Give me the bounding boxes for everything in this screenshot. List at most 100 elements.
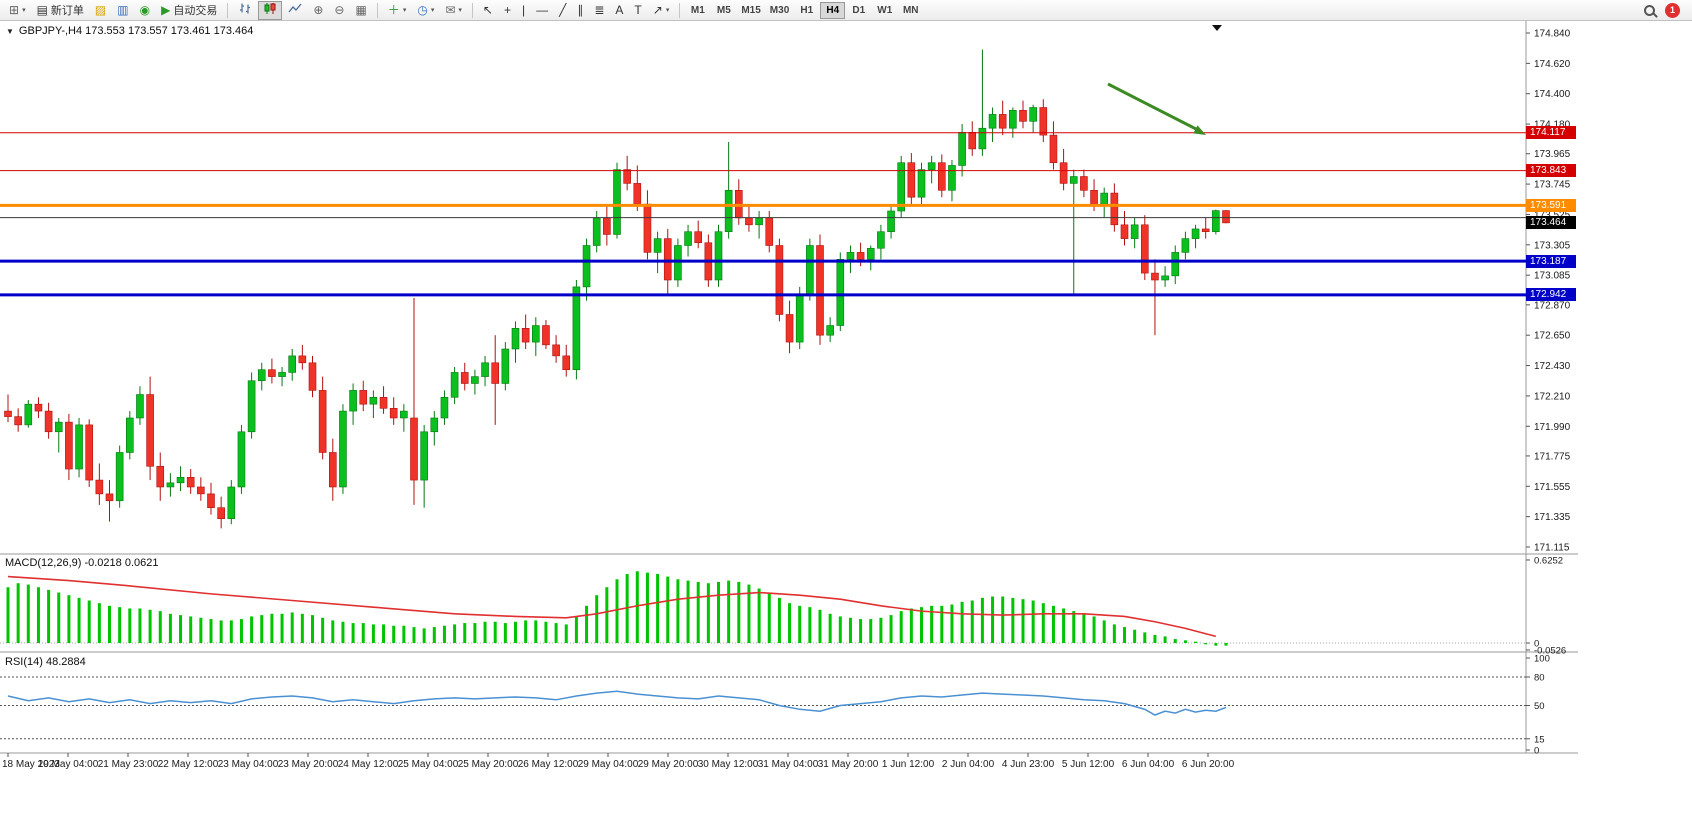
- cursor-button[interactable]: ↖: [478, 1, 498, 20]
- price-level-badge: 173.843: [1526, 164, 1576, 178]
- timeframe-button-w1[interactable]: W1: [872, 2, 897, 19]
- channel-icon: ∥: [577, 3, 584, 17]
- timeframe-button-m1[interactable]: M1: [685, 2, 710, 19]
- zoom-out-icon: ⊖: [334, 3, 345, 17]
- svg-text:171.115: 171.115: [1534, 543, 1570, 554]
- chevron-down-icon: ▾: [22, 7, 26, 14]
- svg-text:23 May 04:00: 23 May 04:00: [218, 759, 279, 770]
- svg-text:22 May 12:00: 22 May 12:00: [158, 759, 219, 770]
- timeframe-button-d1[interactable]: D1: [846, 2, 871, 19]
- toolbar-separator: [679, 2, 681, 18]
- svg-text:172.650: 172.650: [1534, 331, 1571, 342]
- periods-button[interactable]: ◷ ▾: [412, 1, 439, 20]
- line-chart-button[interactable]: [283, 1, 307, 20]
- chart-shift-marker[interactable]: [1212, 25, 1222, 31]
- vertical-line-icon: |: [521, 3, 526, 17]
- price-level-badge: 172.942: [1526, 288, 1576, 302]
- svg-text:19 May 04:00: 19 May 04:00: [38, 759, 99, 770]
- candlestick-chart-button[interactable]: [258, 0, 283, 20]
- fibonacci-icon: ≣: [594, 3, 605, 17]
- rsi-line: [7, 690, 1227, 716]
- svg-text:25 May 20:00: 25 May 20:00: [458, 759, 519, 770]
- timeframe-button-m15[interactable]: M15: [737, 2, 764, 19]
- timeframe-button-m30[interactable]: M30: [766, 2, 793, 19]
- autotrade-play-icon: ▶: [161, 3, 171, 17]
- print-button[interactable]: ▥: [112, 1, 133, 20]
- svg-text:24 May 12:00: 24 May 12:00: [338, 759, 399, 770]
- horizontal-line-icon: —: [536, 3, 549, 17]
- new-order-button[interactable]: ▤ 新订单: [32, 1, 89, 20]
- indicators-button[interactable]: ＋ ▾: [383, 1, 412, 20]
- macd-histogram: [6, 571, 1228, 646]
- chart-canvas[interactable]: 174.840 174.620 174.400 174.180 173.965 173.7…: [0, 21, 1692, 838]
- notification-badge[interactable]: 1: [1665, 2, 1680, 18]
- text-button[interactable]: A: [610, 1, 628, 20]
- arrows-button[interactable]: ↗ ▾: [648, 1, 675, 20]
- profiles-button[interactable]: ▨: [90, 1, 111, 20]
- price-chart-svg[interactable]: 174.840 174.620 174.400 174.180 173.965 173.7…: [0, 21, 1692, 838]
- symbol-info: ▼ GBPJPY-,H4 173.553 173.557 173.461 173…: [6, 25, 253, 37]
- toolbar-separator: [471, 2, 473, 18]
- svg-text:29 May 04:00: 29 May 04:00: [578, 759, 639, 770]
- svg-text:1 Jun 12:00: 1 Jun 12:00: [882, 759, 935, 770]
- symbol-collapse-icon[interactable]: ▼: [6, 26, 14, 36]
- data-window-button[interactable]: ◉: [135, 1, 155, 20]
- crosshair-button[interactable]: +: [499, 1, 516, 20]
- clock-icon: ◷: [417, 3, 428, 17]
- vertical-line-button[interactable]: |: [517, 1, 530, 20]
- svg-text:171.555: 171.555: [1534, 482, 1571, 493]
- rsi-indicator-label: RSI(14) 48.2884: [5, 656, 86, 668]
- svg-text:174.180: 174.180: [1534, 120, 1571, 131]
- print-icon: ▥: [117, 3, 129, 17]
- svg-text:2 Jun 04:00: 2 Jun 04:00: [942, 759, 995, 770]
- svg-text:172.430: 172.430: [1534, 361, 1571, 372]
- svg-text:31 May 20:00: 31 May 20:00: [818, 759, 879, 770]
- svg-text:26 May 12:00: 26 May 12:00: [518, 759, 579, 770]
- price-level-badge: 173.591: [1526, 198, 1576, 212]
- zoom-in-button[interactable]: ⊕: [308, 1, 328, 20]
- price-level-badge: 173.187: [1526, 254, 1576, 268]
- channel-button[interactable]: ∥: [572, 1, 588, 20]
- current-price-badge: 173.464: [1526, 216, 1576, 230]
- svg-text:173.085: 173.085: [1534, 271, 1571, 282]
- svg-text:0: 0: [1534, 746, 1539, 757]
- svg-text:172.210: 172.210: [1534, 391, 1571, 402]
- profiles-icon: ▨: [94, 3, 107, 17]
- label-button[interactable]: T: [629, 1, 646, 20]
- svg-text:171.990: 171.990: [1534, 422, 1571, 433]
- svg-text:173.305: 173.305: [1534, 240, 1571, 251]
- horizontal-line-button[interactable]: —: [531, 1, 553, 20]
- trendline-button[interactable]: ╱: [554, 1, 571, 20]
- chevron-down-icon: ▾: [665, 7, 670, 14]
- svg-text:0: 0: [1534, 639, 1539, 650]
- timeframe-button-m5[interactable]: M5: [711, 2, 736, 19]
- timeframe-button-h1[interactable]: H1: [794, 2, 819, 19]
- svg-text:30 May 12:00: 30 May 12:00: [698, 759, 759, 770]
- search-icon[interactable]: [1644, 4, 1655, 16]
- trend-arrow-annotation[interactable]: [1107, 82, 1206, 135]
- svg-text:29 May 20:00: 29 May 20:00: [638, 759, 699, 770]
- svg-text:50: 50: [1534, 701, 1545, 712]
- templates-button[interactable]: ✉ ▾: [440, 1, 467, 20]
- horizontal-level-lines[interactable]: [0, 132, 1526, 297]
- candlestick-icon: [263, 2, 277, 18]
- chevron-down-icon: ▾: [402, 7, 407, 14]
- svg-text:171.775: 171.775: [1534, 451, 1571, 462]
- timeframe-button-h4[interactable]: H4: [820, 1, 846, 19]
- toolbar-separator: [376, 2, 378, 18]
- bars-chart-button[interactable]: [233, 1, 257, 20]
- zoom-in-icon: ⊕: [313, 3, 324, 17]
- text-tool-icon: A: [615, 3, 624, 17]
- svg-text:171.335: 171.335: [1534, 512, 1571, 523]
- new-order-label: 新订单: [50, 5, 84, 17]
- autotrade-button[interactable]: ▶ 自动交易: [156, 1, 222, 20]
- svg-text:6 Jun 04:00: 6 Jun 04:00: [1122, 759, 1175, 770]
- timeframe-button-mn[interactable]: MN: [898, 2, 923, 19]
- tile-windows-button[interactable]: ▦: [350, 1, 371, 20]
- fibonacci-button[interactable]: ≣: [589, 1, 609, 20]
- new-chart-button[interactable]: ⊞ ▾: [4, 1, 31, 20]
- chevron-down-icon: ▾: [430, 7, 435, 14]
- zoom-out-button[interactable]: ⊖: [329, 1, 349, 20]
- crosshair-icon: +: [503, 3, 511, 17]
- chevron-down-icon: ▾: [458, 7, 462, 14]
